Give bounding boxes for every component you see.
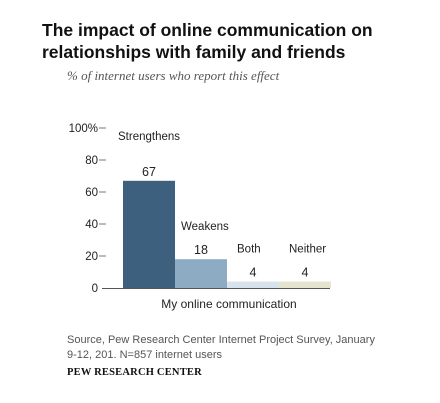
bar-chart: 0 20 40 60 80 100% 67 Strengthens 18 Weakens 4 Bot… [69,123,331,311]
category-label: Both [237,244,261,256]
y-tick-label: 40 [85,219,98,231]
x-axis-group-label: My online communication [161,297,296,311]
y-tick-label: 60 [85,187,98,199]
bar-weakens [175,259,227,288]
category-label: Strengthens [118,131,180,143]
y-tick-label: 0 [92,283,98,295]
chart-title: The impact of online communication on re… [42,20,373,62]
y-tick-label: 20 [85,251,98,263]
bar-both [227,281,279,288]
chart-subtitle: % of internet users who report this effe… [67,68,280,83]
y-tick-label: 80 [85,155,98,167]
value-label: 18 [194,243,208,257]
bar-strengthens [123,180,175,288]
bars: 67 Strengthens 18 Weakens 4 Both 4 Neither [118,131,331,288]
bar-neither [279,281,331,288]
value-label: 4 [302,266,309,280]
y-tick-label: 100% [69,123,98,135]
value-label: 67 [142,165,156,179]
organization-name: PEW RESEARCH CENTER [67,367,202,378]
category-label: Neither [289,244,326,256]
value-label: 4 [250,266,257,280]
y-axis: 0 20 40 60 80 100% [69,123,106,295]
source-note: Source, Pew Research Center Internet Pro… [67,334,375,361]
category-label: Weakens [181,221,229,233]
